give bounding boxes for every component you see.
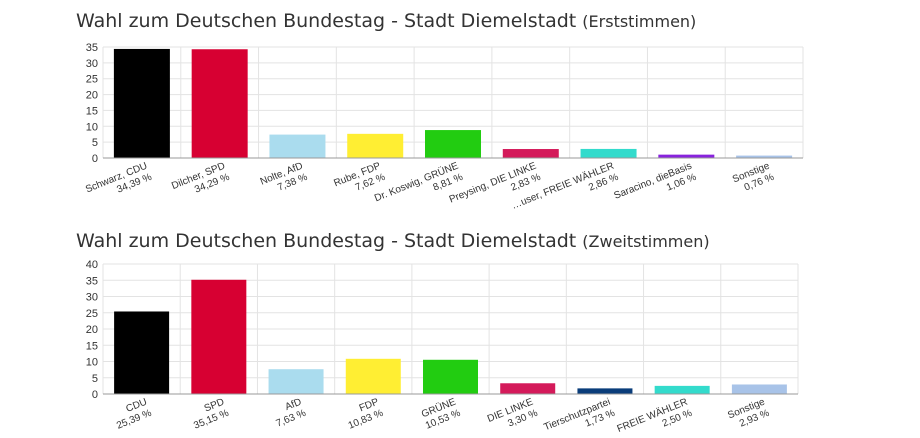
chart-erststimmen: Wahl zum Deutschen Bundestag - Stadt Die… [0, 0, 920, 212]
y-tick-label: 0 [92, 153, 98, 165]
chart-title-main: Wahl zum Deutschen Bundestag - Stadt Die… [76, 10, 577, 32]
chart-title: Wahl zum Deutschen Bundestag - Stadt Die… [76, 10, 696, 32]
bar [269, 134, 326, 158]
bar [191, 279, 247, 394]
y-tick-label: 35 [86, 275, 98, 287]
y-tick-label: 5 [92, 373, 98, 385]
bar [580, 148, 637, 158]
bar [191, 49, 248, 159]
y-tick-label: 40 [86, 259, 98, 271]
y-tick-label: 10 [86, 357, 98, 369]
y-tick-label: 30 [86, 292, 98, 304]
bar [658, 154, 715, 158]
y-tick-label: 35 [86, 42, 98, 54]
bar [345, 358, 401, 394]
y-tick-label: 10 [86, 121, 98, 133]
bar [425, 130, 481, 158]
y-tick-label: 20 [86, 324, 98, 336]
y-tick-label: 5 [92, 137, 98, 149]
bar [423, 359, 478, 394]
y-tick-label: 25 [86, 308, 98, 320]
y-tick-label: 15 [86, 340, 98, 352]
y-tick-label: 25 [86, 74, 98, 86]
bar [347, 133, 404, 158]
chart-title: Wahl zum Deutschen Bundestag - Stadt Die… [76, 230, 710, 252]
bar [500, 383, 556, 394]
bar [577, 388, 633, 394]
y-tick-label: 20 [86, 90, 98, 102]
bar [731, 384, 787, 394]
chart-title-main: Wahl zum Deutschen Bundestag - Stadt Die… [76, 230, 577, 252]
bar [113, 48, 170, 158]
bar [736, 155, 793, 158]
bar [654, 385, 710, 394]
y-tick-label: 0 [92, 389, 98, 401]
chart-subtitle: (Zweitstimmen) [582, 232, 710, 251]
bar [114, 311, 170, 394]
bar [268, 369, 324, 394]
y-tick-label: 30 [86, 58, 98, 70]
y-tick-label: 15 [86, 105, 98, 117]
bar [502, 149, 559, 158]
chart-subtitle: (Erststimmen) [582, 12, 697, 31]
